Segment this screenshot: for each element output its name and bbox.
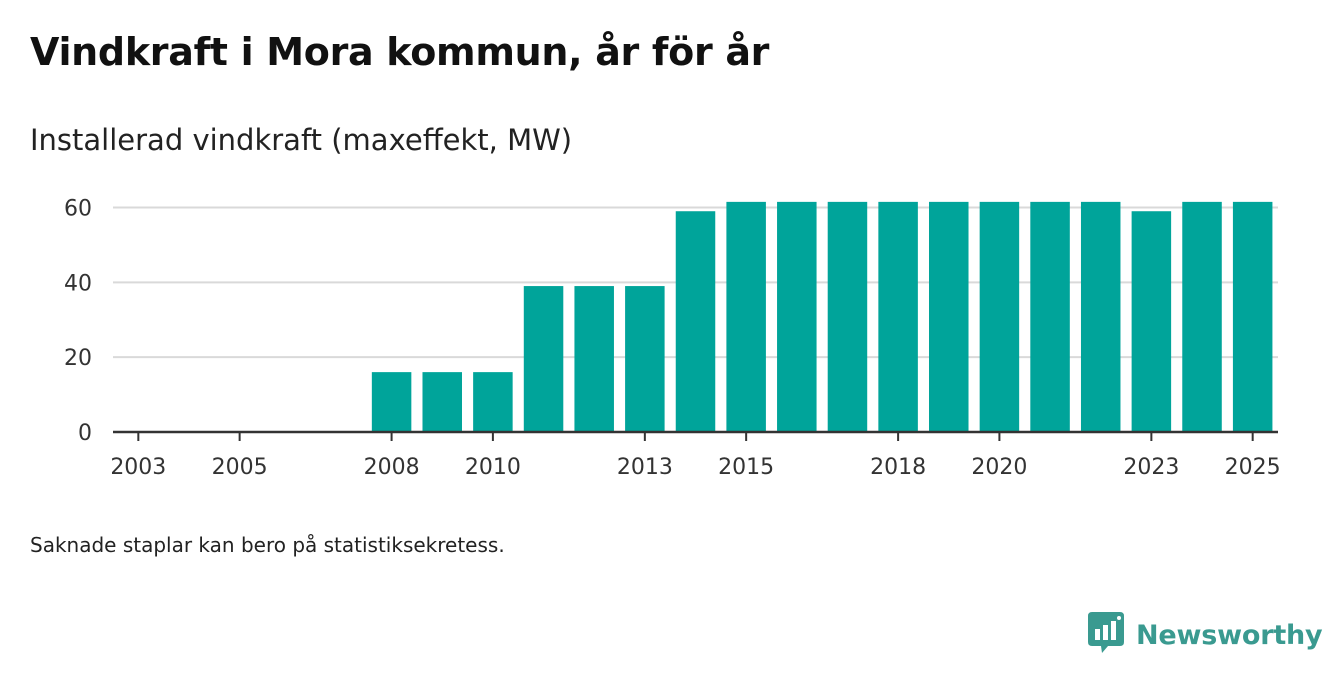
bar-2010 [473,372,513,432]
bar-2012 [574,286,614,432]
x-tick-label: 2025 [1225,455,1281,480]
y-tick-label: 60 [64,196,92,221]
bar-2021 [1030,201,1070,432]
y-tick-label: 20 [64,346,92,371]
x-tick-label: 2018 [870,455,926,480]
x-tick-label: 2023 [1123,455,1179,480]
bar-2020 [979,201,1020,432]
bar-2011 [523,286,564,432]
chart-title: Vindkraft i Mora kommun, år för år [30,30,770,74]
bar-2025 [1232,201,1273,432]
x-tick-label: 2008 [364,455,420,480]
x-tick-label: 2003 [110,455,166,480]
y-tick-label: 40 [64,271,92,296]
bar-2018 [878,201,918,432]
brand-name: Newsworthy [1136,619,1323,651]
bar-2016 [777,201,817,432]
bar-2013 [625,286,665,432]
bars [371,201,1273,432]
x-tick-label: 2013 [617,455,673,480]
chart-subtitle: Installerad vindkraft (maxeffekt, MW) [30,123,573,157]
y-tick-label: 0 [78,421,92,446]
x-tick-label: 2010 [465,455,521,480]
bar-2008 [371,372,412,432]
x-tick-label: 2005 [212,455,268,480]
newsworthy-logo-icon [1088,612,1124,658]
bar-2009 [422,372,462,432]
footnote: Saknade staplar kan bero på statistiksek… [30,533,505,557]
x-tick-label: 2015 [718,455,774,480]
bar-2017 [827,201,868,432]
axes: 0 20 40 60 2003 2005 2008 2010 2013 2015 2018 2020 2… [64,196,1281,480]
bar-2022 [1080,201,1121,432]
bar-2024 [1182,201,1222,432]
bar-2014 [675,211,716,432]
bar-2023 [1131,211,1172,432]
x-tick-label: 2020 [971,455,1027,480]
bar-2015 [726,201,766,432]
bar-2019 [929,201,969,432]
brand-logo[interactable]: Newsworthy [1088,612,1323,658]
